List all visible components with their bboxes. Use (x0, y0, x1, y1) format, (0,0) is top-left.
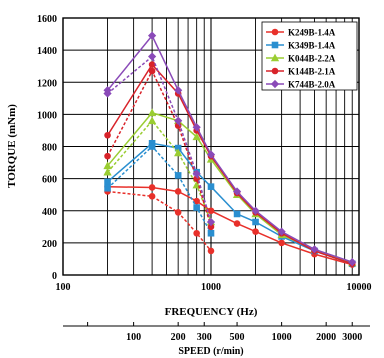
data-point (174, 209, 182, 216)
speed-tick-label: 200 (171, 332, 186, 343)
data-point (103, 167, 112, 176)
speed-tick-label: 3000 (342, 332, 362, 343)
data-point (193, 229, 200, 237)
series-line-solid (106, 63, 353, 265)
data-point (232, 187, 242, 196)
data-point (148, 184, 156, 191)
x-tick-label: 100 (56, 282, 71, 293)
speed-tick-label: 300 (197, 332, 212, 343)
data-point (104, 152, 111, 160)
legend-marker (271, 28, 279, 36)
data-point (207, 207, 215, 215)
data-point (174, 86, 183, 95)
data-point (104, 184, 111, 192)
data-point (174, 148, 183, 157)
speed-axis-label: SPEED (r/min) (178, 346, 243, 357)
series-K744B-2.0A (103, 31, 357, 267)
data-point (207, 247, 215, 255)
legend: K249B-1.4A K349B-1.4A K044B-2.2A K144B-2.1A… (261, 21, 358, 91)
y-tick-label: 600 (42, 175, 57, 186)
legend-label: K349B-1.4A (288, 41, 336, 51)
data-point (104, 131, 111, 139)
speed-tick-label: 1000 (272, 332, 292, 343)
data-point (233, 220, 241, 227)
y-tick-label: 400 (42, 207, 57, 218)
data-point (104, 178, 111, 186)
data-point (174, 116, 183, 125)
data-point (278, 239, 285, 247)
series-line-dashed (107, 119, 212, 223)
data-point (147, 52, 157, 61)
y-axis-label: TORQUE (mNm) (6, 104, 18, 188)
y-tick-label: 800 (42, 143, 57, 154)
data-point (148, 192, 156, 200)
data-point (252, 218, 259, 226)
data-point (192, 123, 201, 132)
y-tick-label: 1200 (37, 78, 57, 89)
series-line-solid (107, 34, 353, 263)
legend-marker (271, 41, 279, 49)
data-point (148, 61, 156, 68)
speed-tick-labels: 100 200 300 500 1000 2000 3000 (87, 322, 362, 343)
legend-marker (270, 53, 280, 62)
legend-label: K144B-2.1A (288, 67, 336, 77)
series-K349B-1.4A (104, 139, 356, 268)
data-point (207, 229, 215, 237)
data-point (174, 188, 182, 195)
data-point (277, 227, 286, 236)
y-tick-label: 0 (52, 271, 57, 282)
data-point (147, 116, 157, 125)
data-point (103, 89, 112, 98)
data-point (310, 245, 319, 254)
y-tick-label: 1600 (37, 14, 57, 25)
data-point (233, 210, 241, 218)
data-point (207, 183, 215, 190)
data-point (193, 204, 200, 211)
legend-label: K249B-1.4A (288, 28, 336, 38)
x-tick-label: 10000 (347, 282, 372, 293)
series-line-solid (107, 142, 353, 265)
data-point (174, 172, 182, 179)
x-tick-label: 1000 (201, 282, 221, 293)
y-tick-label: 1000 (37, 110, 57, 121)
data-point (206, 150, 216, 159)
series-K249B-1.4A (104, 183, 356, 268)
y-tick-label: 1400 (37, 46, 57, 57)
speed-tick-label: 500 (230, 332, 245, 343)
legend-marker (270, 79, 280, 89)
data-point (192, 169, 201, 178)
series-line-dashed (107, 145, 212, 234)
speed-axis: 100 200 300 500 1000 2000 3000 (63, 322, 370, 343)
speed-tick-label: 2000 (316, 332, 336, 343)
plot-frame (62, 17, 360, 276)
data-point (148, 67, 156, 75)
data-point (147, 31, 157, 40)
speed-tick-label: 100 (126, 332, 141, 343)
data-point (252, 228, 259, 235)
x-axis-label: FREQUENCY (Hz) (165, 306, 258, 318)
series-K144B-2.1A (104, 61, 356, 268)
data-point (251, 206, 260, 215)
data-point (192, 132, 201, 141)
legend-label: K744B-2.0A (288, 80, 336, 90)
legend-label: K044B-2.2A (288, 54, 336, 64)
y-tick-label: 200 (42, 239, 57, 250)
series-layer (103, 31, 357, 268)
data-point (148, 143, 156, 150)
x-tick-labels: 100 1000 10000 (56, 282, 372, 293)
series-line-solid (107, 185, 353, 266)
legend-marker (271, 67, 279, 75)
data-point (147, 108, 157, 117)
data-point (348, 258, 357, 267)
data-point (206, 217, 216, 227)
y-tick-labels: 0 200 400 600 800 1000 1200 1400 1600 (37, 14, 57, 282)
